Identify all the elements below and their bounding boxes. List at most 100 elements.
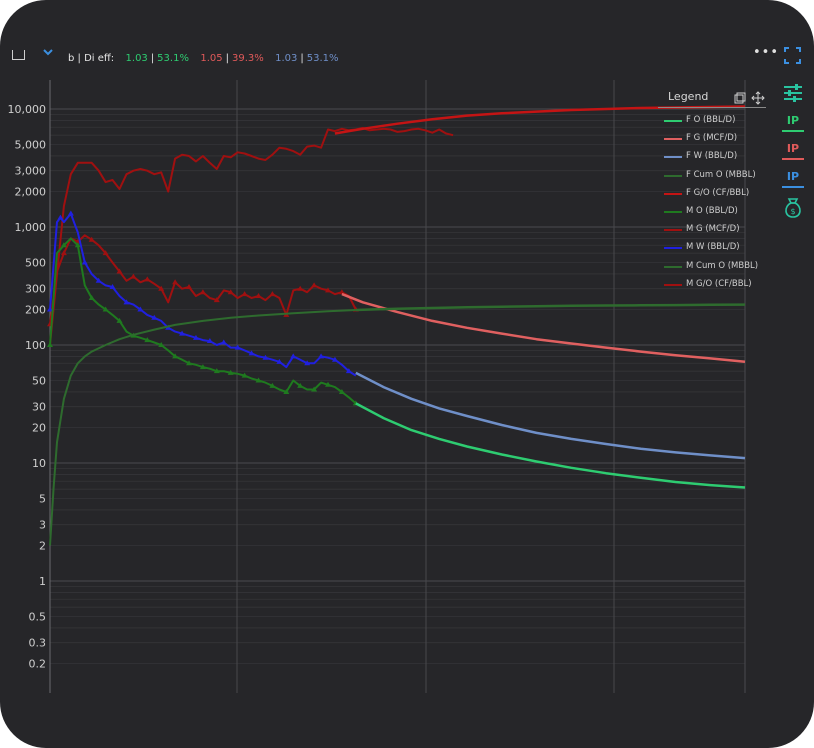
data-point xyxy=(102,306,109,312)
eff-d-1: 53.1% xyxy=(157,53,189,64)
series-line xyxy=(355,303,746,312)
data-point xyxy=(227,289,234,295)
expand-icon[interactable] xyxy=(784,47,801,64)
data-point xyxy=(172,353,179,359)
legend-item[interactable]: M W (BBL/D) xyxy=(664,242,774,254)
legend-label: M G/O (CF/BBL) xyxy=(686,278,752,289)
data-point xyxy=(144,276,151,282)
ip-underline xyxy=(782,130,804,132)
ip-button-gas[interactable]: IP xyxy=(778,142,808,168)
legend-item[interactable]: M Cum O (MBBL) xyxy=(664,261,774,273)
data-point xyxy=(269,382,276,388)
data-point xyxy=(60,242,67,248)
data-point xyxy=(248,350,255,356)
data-point xyxy=(130,273,137,279)
data-point xyxy=(311,386,318,392)
y-tick-label: 0.2 xyxy=(29,657,47,670)
data-point xyxy=(255,293,262,299)
series-line xyxy=(49,127,454,346)
sliders-button[interactable] xyxy=(778,82,808,108)
data-point xyxy=(186,284,192,290)
data-point xyxy=(172,279,179,285)
chevron-down-icon[interactable] xyxy=(41,46,55,60)
legend-item[interactable]: F G (MCF/D) xyxy=(664,133,774,145)
y-tick-label: 10,000 xyxy=(8,103,47,116)
data-point xyxy=(102,250,109,256)
y-tick-label: 1 xyxy=(39,575,46,588)
legend-swatch xyxy=(664,120,682,122)
data-point xyxy=(151,314,158,320)
data-point xyxy=(67,210,74,216)
data-point xyxy=(206,338,213,344)
ip-button-oil[interactable]: IP xyxy=(778,114,808,140)
data-point xyxy=(338,289,345,295)
legend-label: M G (MCF/D) xyxy=(686,224,740,235)
data-point xyxy=(199,289,206,295)
copy-icon[interactable] xyxy=(734,92,746,104)
legend-item[interactable]: M O (BBL/D) xyxy=(664,206,774,218)
data-point xyxy=(109,284,116,290)
eff-d-2: 39.3% xyxy=(231,53,264,64)
square-icon[interactable] xyxy=(12,50,25,60)
eff-b-1: 1.03 xyxy=(125,53,148,64)
data-point xyxy=(123,299,130,305)
y-tick-label: 50 xyxy=(32,375,46,388)
data-point xyxy=(88,295,95,301)
legend-item[interactable]: F Cum O (MBBL) xyxy=(664,170,774,182)
y-tick-label: 2 xyxy=(39,539,46,552)
ip-label-gas: IP xyxy=(786,142,800,155)
data-point xyxy=(345,368,352,374)
data-point xyxy=(74,242,81,248)
decline-effectiveness-readout: b | Di eff: 1.03 | 53.1% 1.05 | 39.3% 1.03 | 5… xyxy=(68,53,339,64)
ip-label-oil: IP xyxy=(786,114,800,127)
data-point xyxy=(158,285,165,291)
data-point xyxy=(57,214,64,220)
legend-label: M Cum O (MBBL) xyxy=(686,260,759,271)
y-tick-label: 5 xyxy=(39,493,46,506)
ip-underline xyxy=(782,158,804,160)
legend-label: M W (BBL/D) xyxy=(686,242,740,253)
legend-item[interactable]: M G (MCF/D) xyxy=(664,224,774,236)
y-tick-label: 30 xyxy=(32,401,46,414)
data-point xyxy=(338,388,345,394)
legend-item[interactable]: F O (BBL/D) xyxy=(664,115,774,127)
economics-button[interactable]: $ xyxy=(778,196,808,222)
svg-text:$: $ xyxy=(790,207,795,216)
y-tick-label: 20 xyxy=(32,421,46,434)
legend-swatch xyxy=(664,247,682,250)
legend-item[interactable]: F W (BBL/D) xyxy=(664,151,774,163)
data-point xyxy=(318,353,325,359)
legend-label: M O (BBL/D) xyxy=(686,206,738,216)
y-tick-label: 100 xyxy=(25,339,46,352)
data-point xyxy=(325,287,331,293)
ip-label-water: IP xyxy=(786,170,800,183)
data-point xyxy=(297,285,304,291)
move-icon[interactable] xyxy=(751,91,765,105)
series-line xyxy=(49,309,356,546)
legend-item[interactable]: M G/O (CF/BBL) xyxy=(664,279,774,291)
data-point xyxy=(283,388,290,394)
data-point xyxy=(47,306,53,312)
ip-button-water[interactable]: IP xyxy=(778,170,808,196)
data-point xyxy=(186,360,192,366)
data-point xyxy=(290,353,297,359)
legend-label: F G/O (CF/BBL) xyxy=(686,187,750,198)
data-point xyxy=(95,277,102,283)
legend-swatch xyxy=(664,283,682,286)
ip-underline xyxy=(782,186,804,188)
data-point xyxy=(227,369,234,375)
data-point xyxy=(311,282,318,288)
legend-item[interactable]: F G/O (CF/BBL) xyxy=(664,188,774,200)
y-tick-label: 200 xyxy=(25,303,46,316)
legend-swatch xyxy=(664,265,682,268)
data-point xyxy=(199,364,206,370)
data-point xyxy=(179,330,186,336)
series-line xyxy=(355,371,746,460)
y-tick-label: 300 xyxy=(25,283,46,296)
data-point xyxy=(297,382,304,388)
data-point xyxy=(81,259,88,265)
y-tick-label: 3 xyxy=(39,519,46,532)
more-icon[interactable]: ••• xyxy=(753,45,780,60)
eff-d-3: 53.1% xyxy=(306,53,339,64)
data-point xyxy=(255,377,262,383)
